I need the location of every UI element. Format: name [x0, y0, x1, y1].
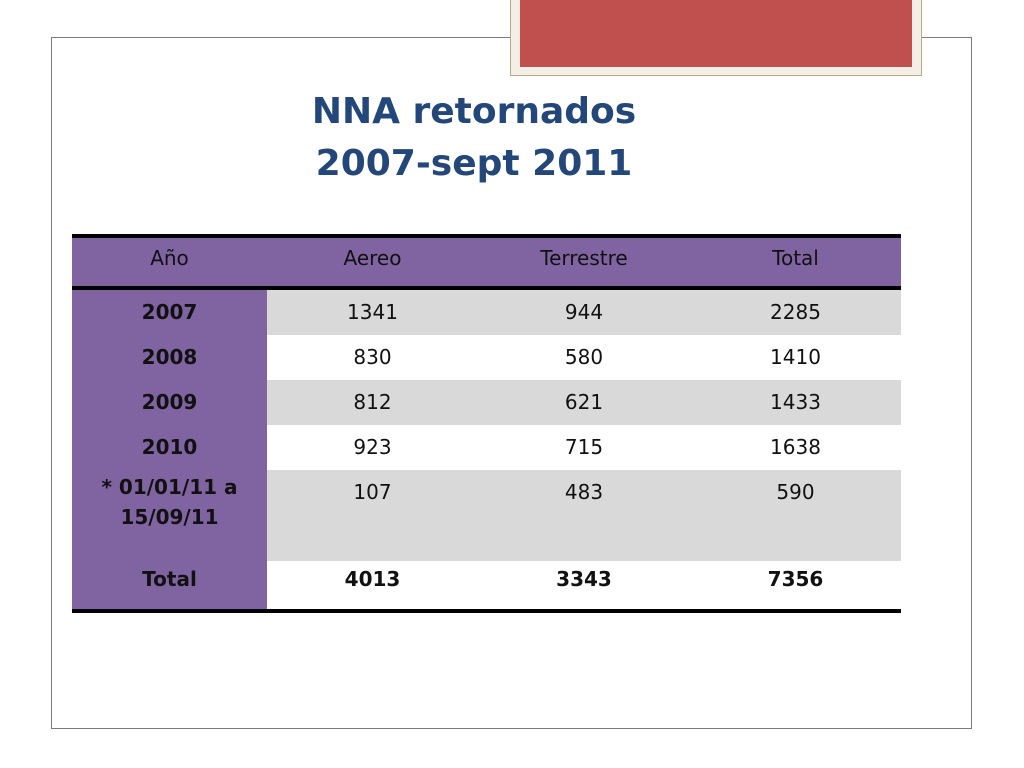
table-row: 2008 830 580 1410: [72, 335, 901, 380]
header-aereo: Aereo: [343, 246, 402, 270]
accent-block: [510, 0, 922, 76]
data-table: Año Aereo Terrestre Total 2007 1341 944 …: [72, 234, 901, 613]
row-total: 1433: [690, 380, 901, 425]
row-year: 2008: [72, 335, 267, 380]
row-year-line-2: 15/09/11: [120, 505, 219, 529]
row-terrestre: 483: [478, 470, 690, 561]
total-label: Total: [72, 561, 267, 609]
row-terrestre: 580: [478, 335, 690, 380]
table-row: 2010 923 715 1638: [72, 425, 901, 470]
table-row: 2007 1341 944 2285: [72, 290, 901, 335]
row-total: 590: [690, 470, 901, 561]
table-row: * 01/01/11 a 15/09/11 107 483 590: [72, 470, 901, 561]
row-aereo: 107: [267, 470, 478, 561]
row-year-line-1: * 01/01/11 a: [101, 475, 238, 499]
title-line-1: NNA retornados: [311, 91, 637, 132]
row-total: 2285: [690, 290, 901, 335]
row-total: 1638: [690, 425, 901, 470]
header-year: Año: [150, 246, 189, 270]
slide-title: NNA retornados 2007-sept 2011: [264, 86, 684, 190]
table-row: 2009 812 621 1433: [72, 380, 901, 425]
row-terrestre: 944: [478, 290, 690, 335]
row-year: 2007: [72, 290, 267, 335]
row-year-range: * 01/01/11 a 15/09/11: [72, 470, 267, 561]
total-terrestre: 3343: [478, 561, 690, 609]
row-terrestre: 621: [478, 380, 690, 425]
row-aereo: 923: [267, 425, 478, 470]
header-terrestre: Terrestre: [540, 246, 628, 270]
total-total: 7356: [690, 561, 901, 609]
row-year: 2009: [72, 380, 267, 425]
row-aereo: 1341: [267, 290, 478, 335]
row-terrestre: 715: [478, 425, 690, 470]
row-total: 1410: [690, 335, 901, 380]
row-year: 2010: [72, 425, 267, 470]
row-aereo: 812: [267, 380, 478, 425]
table-total-row: Total 4013 3343 7356: [72, 561, 901, 613]
header-total: Total: [772, 246, 819, 270]
table-header: Año Aereo Terrestre Total: [72, 234, 901, 290]
row-aereo: 830: [267, 335, 478, 380]
title-line-2: 2007-sept 2011: [315, 143, 633, 184]
accent-red-bar: [520, 0, 912, 67]
total-aereo: 4013: [267, 561, 478, 609]
